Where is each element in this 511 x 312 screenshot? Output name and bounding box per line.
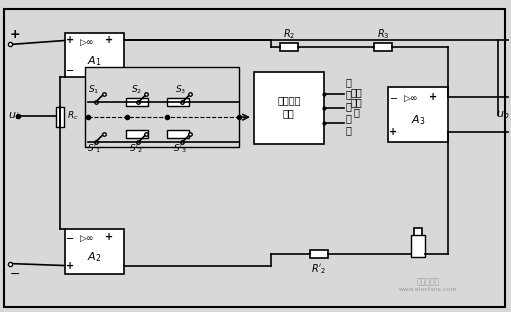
Bar bbox=[85, 67, 239, 147]
Text: $S'_2$: $S'_2$ bbox=[129, 143, 144, 155]
Text: 数: 数 bbox=[345, 77, 352, 87]
Bar bbox=[167, 98, 189, 106]
Text: 量输: 量输 bbox=[351, 97, 362, 107]
Text: $-$: $-$ bbox=[389, 92, 398, 102]
Text: $R'_2$: $R'_2$ bbox=[311, 263, 327, 276]
Text: $R_3$: $R_3$ bbox=[377, 28, 390, 41]
Text: +: + bbox=[105, 36, 113, 46]
Bar bbox=[414, 228, 422, 246]
Text: $A_3$: $A_3$ bbox=[411, 113, 426, 127]
Text: 数字: 数字 bbox=[351, 87, 362, 97]
Text: $u_i$: $u_i$ bbox=[8, 110, 19, 122]
Bar bbox=[411, 235, 425, 256]
Bar bbox=[65, 32, 125, 77]
Text: $S'_1$: $S'_1$ bbox=[87, 143, 101, 155]
Text: 字: 字 bbox=[345, 89, 352, 99]
Text: $A_2$: $A_2$ bbox=[87, 251, 102, 265]
Text: 开关驱动: 开关驱动 bbox=[277, 95, 300, 105]
Text: +: + bbox=[389, 127, 398, 137]
Text: +: + bbox=[65, 261, 74, 271]
Bar bbox=[388, 87, 448, 142]
Text: +: + bbox=[429, 92, 437, 102]
Text: 量: 量 bbox=[345, 101, 352, 111]
Text: $A_1$: $A_1$ bbox=[87, 55, 102, 68]
Text: $S'_3$: $S'_3$ bbox=[173, 143, 187, 155]
Bar bbox=[126, 98, 148, 106]
Text: $R_c$: $R_c$ bbox=[67, 110, 78, 122]
Text: 电路: 电路 bbox=[283, 108, 295, 118]
Bar bbox=[280, 43, 298, 51]
Text: $\triangleright\infty$: $\triangleright\infty$ bbox=[79, 234, 95, 244]
Text: $u_o$: $u_o$ bbox=[496, 109, 509, 121]
Text: $-$: $-$ bbox=[65, 232, 74, 242]
Text: +: + bbox=[10, 28, 20, 41]
Text: $-$: $-$ bbox=[65, 64, 74, 74]
Bar bbox=[375, 43, 392, 51]
Text: 入: 入 bbox=[354, 107, 359, 117]
Bar bbox=[310, 250, 328, 258]
Text: $S_2$: $S_2$ bbox=[131, 83, 142, 95]
Text: $-$: $-$ bbox=[9, 267, 20, 280]
Bar bbox=[254, 72, 323, 144]
Text: +: + bbox=[105, 232, 113, 242]
Bar bbox=[56, 107, 64, 127]
Text: $R_2$: $R_2$ bbox=[283, 28, 295, 41]
Text: $-$: $-$ bbox=[65, 232, 74, 242]
Text: $\triangleright\infty$: $\triangleright\infty$ bbox=[79, 37, 95, 48]
Text: $S_1$: $S_1$ bbox=[88, 83, 99, 95]
Text: $\triangleright\infty$: $\triangleright\infty$ bbox=[403, 94, 418, 104]
Text: www.elecfans.com: www.elecfans.com bbox=[399, 287, 457, 292]
Text: 电子发烧友: 电子发烧友 bbox=[416, 277, 440, 286]
Text: $S_3$: $S_3$ bbox=[175, 83, 186, 95]
Text: 入: 入 bbox=[345, 125, 352, 135]
Bar bbox=[126, 130, 148, 138]
Text: +: + bbox=[65, 36, 74, 46]
Bar bbox=[167, 130, 189, 138]
Text: $-$: $-$ bbox=[65, 64, 74, 74]
Text: 输: 输 bbox=[345, 113, 352, 123]
Bar bbox=[65, 229, 125, 274]
